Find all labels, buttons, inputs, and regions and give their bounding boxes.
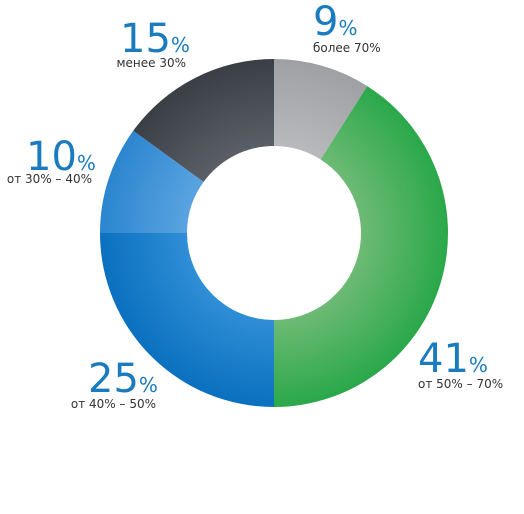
donut-slices: [100, 59, 448, 407]
slice-percent-label: 10%: [26, 134, 96, 180]
slice-category-label: от 40% – 50%: [71, 397, 156, 411]
donut-slice: [133, 59, 274, 182]
slice-category-label: более 70%: [313, 41, 381, 55]
slice-percent-label: 15%: [120, 16, 190, 62]
slice-labels: 9%более 70% 41%от 50% – 70% 25%от 40% – 50…: [7, 0, 503, 411]
donut-slice: [100, 130, 204, 233]
slice-category-label: от 30% – 40%: [7, 172, 92, 186]
slice-percent-label: 41%: [418, 336, 488, 382]
slice-percent-label: 9%: [313, 0, 357, 45]
donut-slice: [274, 86, 448, 407]
slice-percent-label: 25%: [88, 356, 158, 402]
donut-slice: [100, 233, 274, 407]
slice-category-label: от 50% – 70%: [418, 377, 503, 391]
slice-category-label: менее 30%: [116, 56, 186, 70]
donut-slice: [274, 59, 368, 160]
